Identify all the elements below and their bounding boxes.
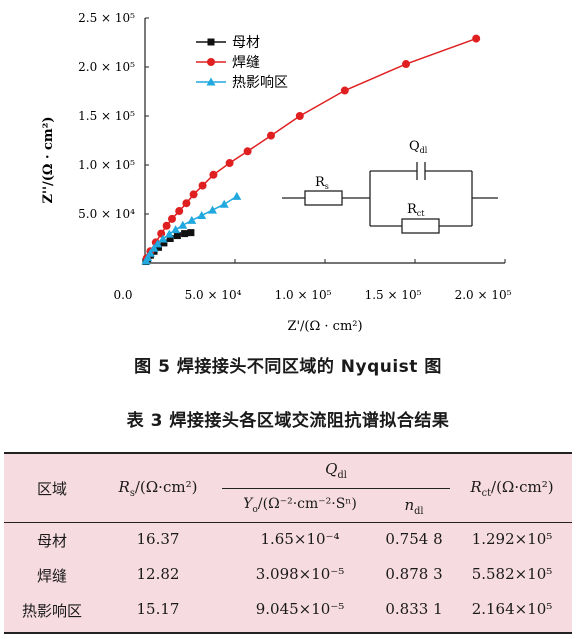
row-n: 0.754 8 <box>385 530 443 548</box>
equivalent-circuit <box>282 162 498 234</box>
figure-caption: 图 5 焊接接头不同区域的 Nyquist 图 <box>134 357 442 377</box>
resistor-rs <box>304 190 343 206</box>
legend-marker <box>206 77 216 86</box>
legend-label: 焊缝 <box>232 55 260 71</box>
legend-marker <box>207 58 215 66</box>
legend-label: 热影响区 <box>232 75 288 91</box>
qdl-group-rule <box>222 488 450 489</box>
header-rct: Rct/(Ω·cm²) <box>470 478 554 499</box>
data-point <box>340 86 349 95</box>
data-point <box>472 34 481 43</box>
data-point <box>171 225 181 234</box>
y-tick-label: 5.0 × 10⁴ <box>78 207 135 221</box>
circuit-label-rct: Rct <box>407 202 425 218</box>
circuit-label-qdl: Qdl <box>409 139 428 155</box>
legend-item: 焊缝 <box>196 55 260 71</box>
header-n: ndl <box>404 496 424 517</box>
data-point <box>181 230 189 238</box>
row-rct: 1.292×10⁵ <box>471 530 553 548</box>
data-point <box>208 205 217 214</box>
data-point <box>243 147 252 156</box>
data-point <box>143 253 153 262</box>
row-y0: 3.098×10⁻⁵ <box>255 565 345 583</box>
data-point <box>164 229 174 238</box>
data-point <box>225 159 234 168</box>
data-point <box>187 229 195 237</box>
row-rs: 12.82 <box>136 565 180 583</box>
data-point <box>160 239 168 247</box>
chart-series <box>141 34 481 266</box>
table-bottom-rule <box>4 632 572 634</box>
header-region: 区域 <box>36 480 67 498</box>
y-tick-label: 1.5 × 10⁵ <box>78 109 135 123</box>
row-n: 0.833 1 <box>385 600 443 618</box>
series-triangle <box>141 191 242 265</box>
header-rs: Rs/(Ω·cm²) <box>118 478 198 499</box>
data-point <box>402 60 410 69</box>
legend-marker <box>207 38 215 46</box>
legend-label: 母材 <box>232 35 260 51</box>
row-rct: 5.582×10⁵ <box>471 565 553 583</box>
data-point <box>173 232 181 240</box>
row-rct: 2.164×10⁵ <box>471 600 553 618</box>
data-point <box>168 214 176 223</box>
series-circle <box>142 34 481 263</box>
x-axis-label: Z'/(Ω · cm²) <box>287 319 362 334</box>
x-ticks: 0.0 5.0 × 10⁴ 1.0 × 10⁵ 1.5 × 10⁵ 2.0 × 10⁵ <box>113 259 512 302</box>
legend-item: 热影响区 <box>196 75 288 91</box>
data-point <box>189 190 198 199</box>
data-point <box>145 248 155 257</box>
data-point <box>158 234 168 243</box>
header-qdl: Qdl <box>325 460 347 481</box>
x-tick-label: 2.0 × 10⁵ <box>455 288 512 302</box>
row-rs: 15.17 <box>136 600 180 618</box>
data-point <box>219 199 229 208</box>
circuit-label-rs: Rs <box>315 175 329 191</box>
resistor-rct <box>401 218 440 234</box>
data-point <box>182 199 191 208</box>
data-point <box>149 243 159 252</box>
table-header-rule <box>4 522 572 523</box>
table-caption: 表 3 焊接接头各区域交流阻抗谱拟合结果 <box>126 411 450 431</box>
data-point <box>187 215 197 224</box>
y-ticks: 5.0 × 10⁴ 1.0 × 10⁵ 1.5 × 10⁵ 2.0 × 10⁵ 2.5 … <box>78 11 149 221</box>
row-region: 焊缝 <box>36 567 67 585</box>
data-point <box>232 191 242 200</box>
header-y0: Yo/(Ω⁻²·cm⁻²·Sⁿ) <box>243 496 357 515</box>
row-region: 母材 <box>36 532 67 550</box>
y-axis-label: Z''/(Ω · cm²) <box>41 116 56 203</box>
data-point <box>209 170 218 179</box>
data-point <box>153 239 163 248</box>
x-tick-label: 1.5 × 10⁵ <box>365 288 422 302</box>
y-tick-label: 2.5 × 10⁵ <box>78 11 135 25</box>
row-y0: 1.65×10⁻⁴ <box>260 530 340 548</box>
data-point <box>295 112 304 120</box>
y-tick-label: 2.0 × 10⁵ <box>78 60 135 74</box>
y-tick-label: 1.0 × 10⁵ <box>78 158 135 172</box>
data-point <box>198 181 207 190</box>
row-rs: 16.37 <box>136 530 180 548</box>
data-point <box>267 131 275 140</box>
data-point <box>162 221 171 230</box>
x-tick-label: 1.0 × 10⁵ <box>275 288 332 302</box>
x-tick-label: 0.0 <box>113 288 132 302</box>
row-region: 热影响区 <box>21 602 82 620</box>
data-point <box>197 210 207 219</box>
row-n: 0.878 3 <box>385 565 443 583</box>
legend-item: 母材 <box>196 35 260 51</box>
data-point <box>166 235 174 242</box>
x-tick-label: 5.0 × 10⁴ <box>185 288 242 302</box>
table-top-rule <box>4 452 572 454</box>
nyquist-chart: 0.0 5.0 × 10⁴ 1.0 × 10⁵ 1.5 × 10⁵ 2.0 × 10⁵ … <box>41 11 512 334</box>
data-point <box>178 220 188 229</box>
row-y0: 9.045×10⁻⁵ <box>255 600 345 618</box>
results-table: 区域 Rs/(Ω·cm²) Qdl Yo/(Ω⁻²·cm⁻²·Sⁿ) ndl R… <box>4 452 572 634</box>
data-point <box>175 207 184 216</box>
